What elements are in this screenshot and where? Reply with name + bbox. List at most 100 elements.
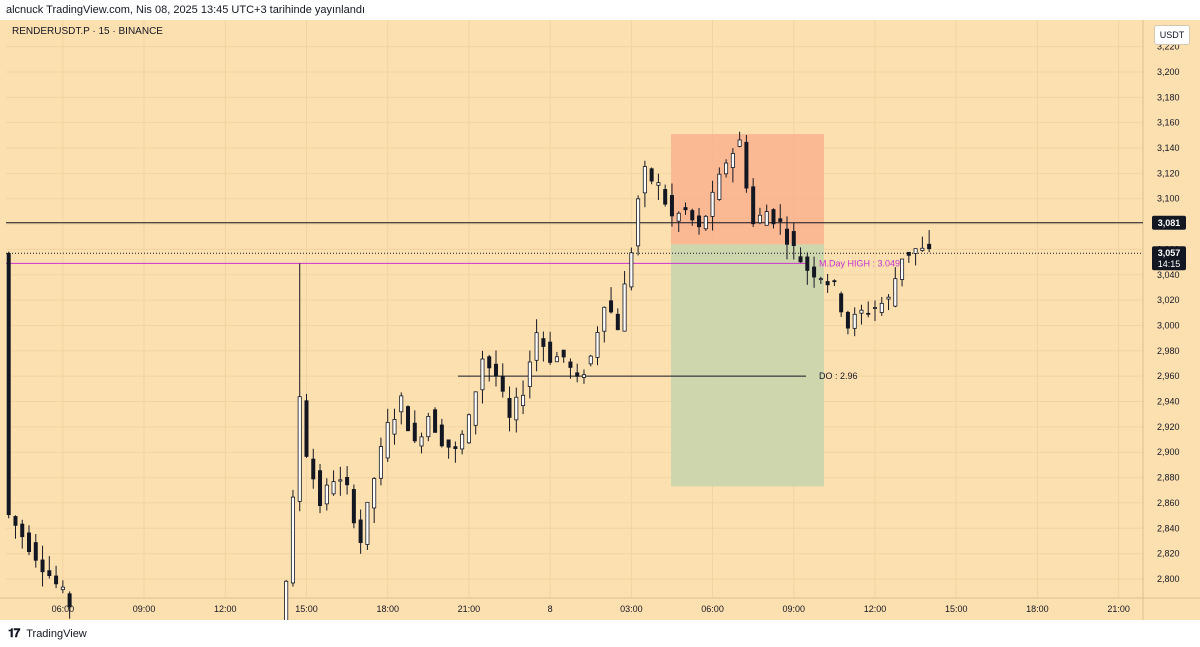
candle-body: [345, 477, 350, 486]
published-text: alcnuck TradingView.com, Nis 08, 2025 13…: [6, 4, 366, 16]
price-tick-label: 3,000: [1157, 320, 1180, 330]
price-tick-label: 3,220: [1157, 42, 1180, 52]
footer: 𝟏𝟕 TradingView: [0, 620, 1200, 646]
candle-body: [812, 266, 817, 278]
price-tick-label: 2,980: [1157, 346, 1180, 356]
candle-body: [866, 312, 871, 315]
candle-body: [703, 215, 708, 230]
candle-body: [724, 162, 729, 175]
candle-body: [338, 479, 343, 482]
candle-body: [6, 252, 11, 516]
candle-body: [751, 186, 756, 225]
chart-area[interactable]: M.Day HIGH : 3.049 DO : 2.96 2,800 2,820 2,8…: [0, 20, 1200, 620]
time-tick-label: 06:00: [701, 604, 724, 614]
candle-body: [737, 139, 742, 147]
candle-body: [656, 182, 661, 186]
candle-body: [927, 243, 932, 250]
candle-body: [466, 414, 471, 444]
price-tick-label: 3,200: [1157, 67, 1180, 77]
candle-body: [548, 341, 553, 363]
candle-body: [331, 481, 336, 495]
candle-body: [527, 361, 532, 387]
candle-body: [460, 433, 465, 450]
time-tick-label: 09:00: [133, 604, 156, 614]
last-price-badge: [1152, 246, 1186, 271]
candle-body: [845, 311, 850, 329]
candle-body: [480, 358, 485, 391]
time-tick-label: 09:00: [783, 604, 806, 614]
price-tick-label: 2,860: [1157, 498, 1180, 508]
candle-body: [588, 355, 593, 365]
candle-body: [297, 396, 302, 502]
time-tick-label: 12:00: [214, 604, 237, 614]
candle-body: [554, 356, 559, 363]
daily-open-label: DO : 2.96: [819, 371, 858, 381]
candle-body: [318, 470, 323, 506]
price-tick-label: 3,160: [1157, 118, 1180, 128]
candle-body: [730, 153, 735, 168]
candle-body: [392, 419, 397, 435]
time-tick-label: 15:00: [295, 604, 318, 614]
candle-body: [514, 396, 519, 421]
candle-body: [575, 372, 580, 377]
level-price-badge-text: 3,081: [1158, 218, 1181, 228]
candle-body: [785, 228, 790, 245]
countdown-badge-text: 14:15: [1158, 259, 1181, 269]
candle-body: [453, 446, 458, 449]
candle-body: [446, 439, 451, 448]
price-tick-label: 3,180: [1157, 92, 1180, 102]
price-tick-label: 2,840: [1157, 523, 1180, 533]
symbol-label[interactable]: RENDERUSDT.P · 15 · BINANCE: [12, 26, 163, 37]
candle-body: [541, 338, 546, 347]
candle-body: [40, 559, 45, 573]
candle-body: [358, 519, 363, 543]
candle-body: [487, 356, 492, 369]
candle-body: [805, 256, 810, 271]
candle-body: [581, 374, 586, 378]
candle-body: [791, 231, 796, 247]
candle-body: [649, 168, 654, 182]
price-tick-label: 2,820: [1157, 549, 1180, 559]
candle-body: [757, 214, 762, 224]
candle-body: [818, 278, 823, 281]
candle-body: [290, 496, 295, 584]
price-tick-label: 2,920: [1157, 422, 1180, 432]
candle-body: [717, 173, 722, 200]
time-tick-label: 18:00: [1026, 604, 1049, 614]
candle-body: [568, 361, 573, 368]
candle-body: [906, 251, 911, 256]
candle-body: [47, 570, 52, 577]
candle-body: [372, 478, 377, 509]
candle-body: [764, 211, 769, 226]
take-profit-zone: [671, 244, 824, 487]
candle-body: [534, 332, 539, 361]
candle-body: [439, 424, 444, 447]
time-tick-label: 06:00: [52, 604, 75, 614]
candle-body: [54, 575, 59, 585]
candle-body: [13, 516, 18, 526]
candle-body: [365, 501, 370, 545]
candle-body: [642, 166, 647, 194]
candle-body: [20, 523, 25, 538]
candle-body: [771, 209, 776, 225]
time-tick-label: 8: [548, 604, 553, 614]
price-tick-label: 2,880: [1157, 473, 1180, 483]
candle-body: [406, 406, 411, 432]
price-chart[interactable]: M.Day HIGH : 3.049 DO : 2.96 2,800 2,820 2,8…: [0, 20, 1200, 620]
time-tick-label: 21:00: [1107, 604, 1130, 614]
candle-body: [602, 306, 607, 332]
candle-body: [676, 212, 681, 222]
candle-body: [683, 207, 688, 211]
candle-body: [622, 283, 627, 332]
candle-body: [778, 218, 783, 222]
candle-body: [426, 416, 431, 438]
candle-body: [900, 258, 905, 280]
price-tick-label: 2,900: [1157, 447, 1180, 457]
candle-body: [324, 484, 329, 505]
currency-button[interactable]: USDT: [1154, 25, 1190, 45]
candle-body: [473, 391, 478, 426]
candle-body: [419, 436, 424, 447]
candle-body: [893, 278, 898, 307]
price-tick-label: 3,120: [1157, 168, 1180, 178]
price-tick-label: 2,800: [1157, 574, 1180, 584]
